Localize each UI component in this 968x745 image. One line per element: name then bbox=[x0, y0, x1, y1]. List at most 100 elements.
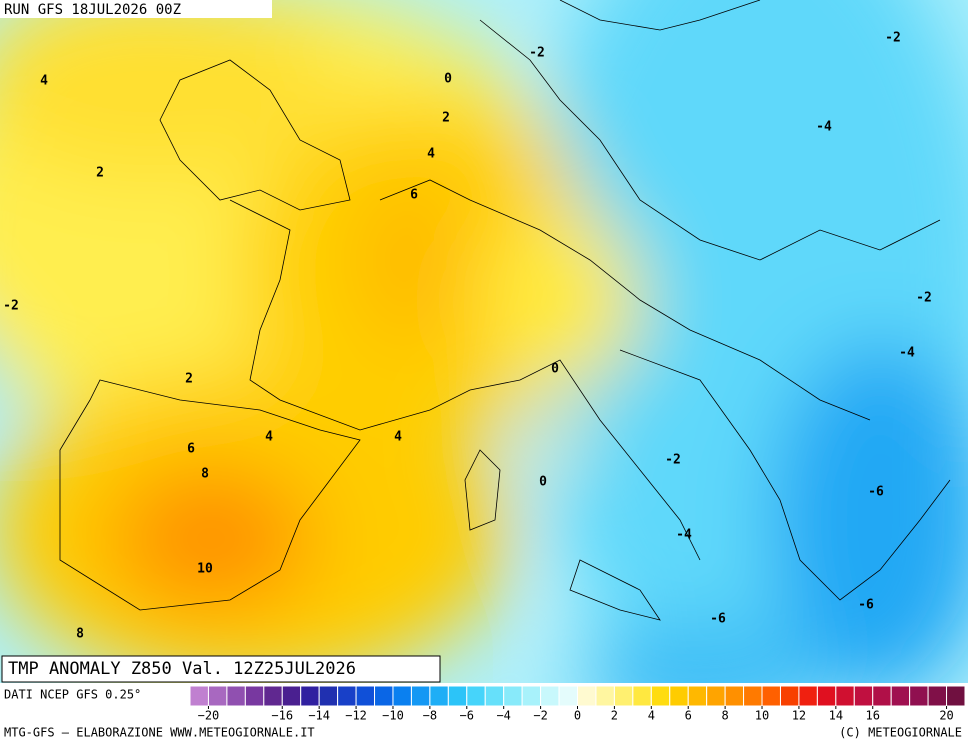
colorbar-tick-label: −4 bbox=[496, 709, 510, 723]
colorbar-swatch bbox=[374, 685, 394, 707]
colorbar-swatch bbox=[946, 685, 966, 707]
colorbar-tick-label: −12 bbox=[345, 709, 367, 723]
contour-label: -4 bbox=[676, 528, 692, 543]
colorbar-tick-label: 12 bbox=[792, 709, 806, 723]
colorbar-swatch bbox=[779, 685, 800, 707]
run-label: RUN GFS 18JUL2026 00Z bbox=[4, 2, 181, 18]
colorbar-swatch bbox=[890, 685, 911, 707]
contour-label: -4 bbox=[816, 120, 832, 135]
colorbar-swatch bbox=[761, 685, 781, 707]
contour-label: -2 bbox=[3, 299, 19, 314]
contour-label: 8 bbox=[201, 467, 209, 482]
colorbar-swatch bbox=[244, 685, 265, 707]
colorbar-swatch bbox=[927, 685, 948, 707]
colorbar-tick-label: 20 bbox=[939, 709, 953, 723]
contour-label: 2 bbox=[185, 372, 193, 387]
colorbar-swatch bbox=[207, 685, 228, 707]
colorbar-swatch bbox=[466, 685, 486, 707]
colorbar-swatch bbox=[835, 685, 855, 707]
colorbar-swatch bbox=[447, 685, 468, 707]
contour-label: 4 bbox=[40, 74, 48, 89]
contour-label: 10 bbox=[197, 562, 213, 577]
colorbar-swatch bbox=[724, 685, 745, 707]
contour-label: 6 bbox=[187, 442, 195, 457]
colorbar-tick-label: −16 bbox=[271, 709, 293, 723]
contour-label: -6 bbox=[858, 598, 874, 613]
colorbar-swatch bbox=[872, 685, 892, 707]
title-box bbox=[1, 655, 441, 683]
colorbar-swatch bbox=[484, 685, 505, 707]
contour-label: -6 bbox=[710, 612, 726, 627]
contour-label: 4 bbox=[265, 430, 273, 445]
colorbar-tick-label: 0 bbox=[574, 709, 581, 723]
colorbar-swatch bbox=[909, 685, 929, 707]
footer-left: MTG-GFS — ELABORAZIONE WWW.METEOGIORNALE… bbox=[4, 726, 315, 740]
coastlines bbox=[59, 0, 951, 621]
colorbar-tick-label: −2 bbox=[533, 709, 547, 723]
contour-label: 2 bbox=[96, 166, 104, 181]
colorbar-tick-label: −14 bbox=[308, 709, 330, 723]
contour-label: 2 bbox=[442, 111, 450, 126]
contour-label: 8 bbox=[76, 627, 84, 642]
colorbar-swatch bbox=[632, 685, 652, 707]
colorbar-tick-label: 8 bbox=[722, 709, 729, 723]
colorbar-swatch bbox=[577, 685, 597, 707]
colorbar-swatch bbox=[743, 685, 763, 707]
colorbar-tick-label: −10 bbox=[382, 709, 404, 723]
contour-label: 0 bbox=[551, 362, 559, 377]
colorbar-swatch bbox=[226, 685, 246, 707]
colorbar-swatch bbox=[613, 685, 634, 707]
colorbar-tick-label: 4 bbox=[648, 709, 655, 723]
colorbar-swatch bbox=[687, 685, 708, 707]
colorbar-swatch bbox=[853, 685, 874, 707]
colorbar-swatch bbox=[503, 685, 523, 707]
colorbar-swatch bbox=[669, 685, 689, 707]
contour-label: 0 bbox=[539, 475, 547, 490]
colorbar-swatch bbox=[263, 685, 283, 707]
colorbar-tick-label: −8 bbox=[423, 709, 437, 723]
colorbar-swatch bbox=[540, 685, 560, 707]
contour-label: -2 bbox=[529, 46, 545, 61]
colorbar-tick-label: −20 bbox=[198, 709, 220, 723]
colorbar-swatch bbox=[429, 685, 449, 707]
colorbar-tick-label: 10 bbox=[755, 709, 769, 723]
colorbar-swatch bbox=[300, 685, 320, 707]
colorbar-swatch bbox=[281, 685, 302, 707]
colorbar-tick-label: 6 bbox=[685, 709, 692, 723]
source-label: DATI NCEP GFS 0.25° bbox=[4, 688, 141, 702]
colorbar-tick-label: 2 bbox=[611, 709, 618, 723]
colorbar-swatch bbox=[650, 685, 671, 707]
contour-label: 4 bbox=[427, 147, 435, 162]
colorbar-swatch bbox=[355, 685, 376, 707]
colorbar-swatch bbox=[558, 685, 578, 707]
colorbar-swatch bbox=[318, 685, 339, 707]
footer-right: (C) METEOGIORNALE bbox=[839, 726, 962, 740]
map-title: TMP ANOMALY Z850 Val. 12Z25JUL2026 bbox=[8, 659, 356, 679]
colorbar-swatch bbox=[706, 685, 726, 707]
colorbar-swatch bbox=[337, 685, 357, 707]
colorbar-swatch bbox=[816, 685, 837, 707]
colorbar-swatch bbox=[595, 685, 615, 707]
colorbar-swatch bbox=[410, 685, 431, 707]
contour-label: 6 bbox=[410, 188, 418, 203]
colorbar-swatch bbox=[521, 685, 542, 707]
colorbar-tick-label: 14 bbox=[829, 709, 843, 723]
colorbar-swatch bbox=[798, 685, 818, 707]
run-box bbox=[0, 0, 272, 18]
colorbar: −20 −16 −14 −12 −10 −8 −6 −4 −2 0 2 4 6 8 10 12 14 16 20 bbox=[189, 685, 966, 723]
contour-label: -4 bbox=[899, 346, 915, 361]
colorbar-swatch bbox=[189, 685, 209, 707]
contour-label: 0 bbox=[444, 72, 452, 87]
colorbar-tick-label: 16 bbox=[866, 709, 880, 723]
contour-label: 4 bbox=[394, 430, 402, 445]
colorbar-tick-label: −6 bbox=[460, 709, 474, 723]
colorbar-swatch bbox=[392, 685, 412, 707]
contour-label: -6 bbox=[868, 485, 884, 500]
contour-label: -2 bbox=[665, 453, 681, 468]
contour-label: -2 bbox=[916, 291, 932, 306]
contour-label: -2 bbox=[885, 31, 901, 46]
